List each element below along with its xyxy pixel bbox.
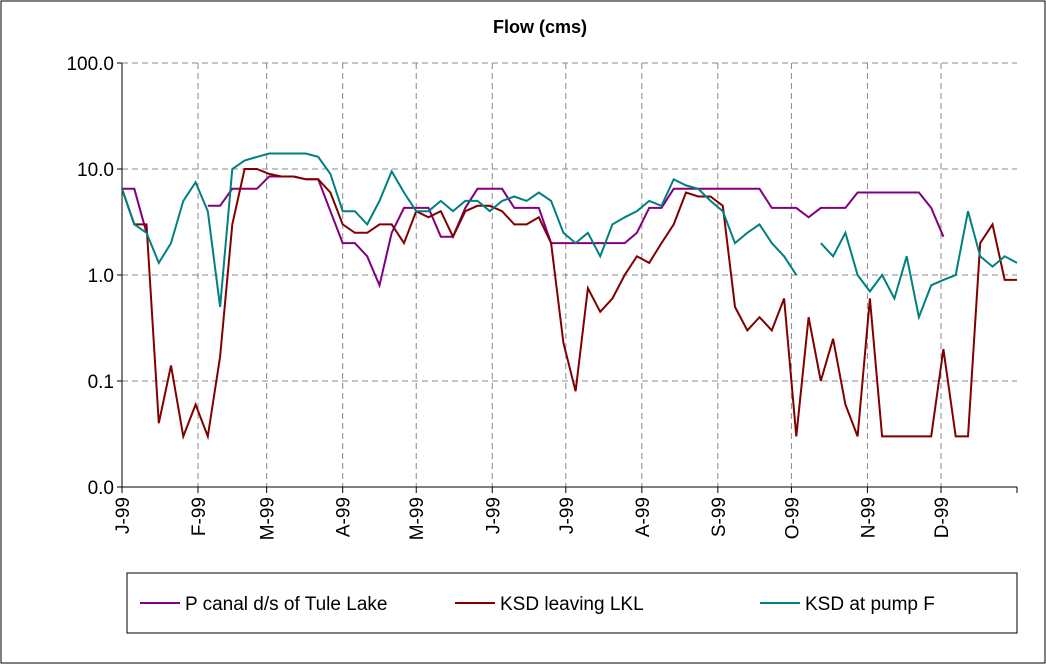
x-tick-label: N-99 [858, 497, 879, 538]
x-tick-label: J-99 [557, 497, 578, 534]
x-tick-label: F-99 [189, 497, 210, 536]
legend-box [126, 572, 1018, 634]
y-tick-label: 100.0 [66, 54, 114, 75]
x-tick-label: A-99 [633, 497, 654, 537]
x-tick-label: J-99 [113, 497, 134, 534]
x-tick-label: M-99 [258, 497, 279, 540]
legend-label: P canal d/s of Tule Lake [185, 594, 387, 615]
chart-title: Flow (cms) [493, 17, 587, 37]
y-tick-label: 10.0 [77, 160, 114, 181]
y-tick-label: 0.0 [88, 478, 114, 499]
legend-label: KSD at pump F [805, 594, 935, 615]
y-tick-label: 1.0 [88, 266, 114, 287]
x-tick-label: S-99 [709, 497, 730, 537]
x-tick-label: J-99 [483, 497, 504, 534]
series-line [121, 168, 1017, 441]
x-tick-label: M-99 [407, 497, 428, 540]
x-tick-label: O-99 [782, 497, 803, 539]
y-tick-label: 0.1 [88, 372, 114, 393]
x-tick-label: A-99 [334, 497, 355, 537]
legend-label: KSD leaving LKL [500, 594, 644, 615]
x-tick-label: D-99 [932, 497, 953, 538]
series-line [121, 152, 1018, 321]
